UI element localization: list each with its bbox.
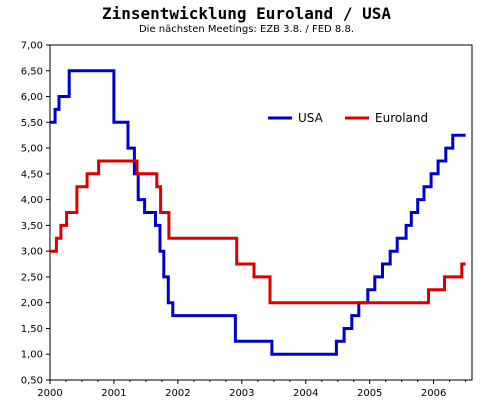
chart-axes: 7,00 6,50 6,00 5,50 5,00 4,50 4,00 3,50 3,00 2,50… — [21, 41, 473, 399]
series-line-usa — [50, 69, 466, 356]
y-tick-label: 7,00 — [21, 41, 43, 52]
y-tick-label: 2,50 — [21, 272, 43, 283]
y-tick-label: 5,50 — [21, 118, 43, 129]
legend-label-usa: USA — [298, 111, 324, 125]
x-tick-label: 2000 — [37, 388, 62, 399]
y-tick-label: 0,50 — [21, 376, 43, 387]
y-tick-label: 1,50 — [21, 324, 43, 335]
y-tick-label: 5,00 — [21, 144, 43, 155]
x-tick-label: 2001 — [101, 388, 126, 399]
chart-legend: USA Euroland — [268, 111, 428, 125]
x-tick-label: 2005 — [357, 388, 382, 399]
chart-subtitle: Die nächsten Meetings: EZB 3.8. / FED 8.… — [138, 24, 355, 35]
y-tick-label: 1,00 — [21, 350, 43, 361]
x-tick-label: 2004 — [293, 388, 318, 399]
y-tick-label: 4,50 — [21, 169, 43, 180]
x-tick-label: 2002 — [165, 388, 190, 399]
x-tick-label: 2003 — [229, 388, 254, 399]
x-tick-label: 2006 — [421, 388, 446, 399]
legend-label-euroland: Euroland — [375, 111, 428, 125]
plot-frame — [49, 44, 473, 381]
chart-title: Zinsentwicklung Euroland / USA — [102, 4, 391, 23]
y-tick-label: 4,00 — [21, 195, 43, 206]
y-tick-label: 6,00 — [21, 92, 43, 103]
y-tick-label: 3,50 — [21, 221, 43, 232]
y-tick-label: 2,00 — [21, 298, 43, 309]
y-tick-label: 3,00 — [21, 247, 43, 258]
series-line-euroland — [50, 159, 466, 305]
y-tick-label: 6,50 — [21, 66, 43, 77]
series-layer — [50, 69, 466, 356]
